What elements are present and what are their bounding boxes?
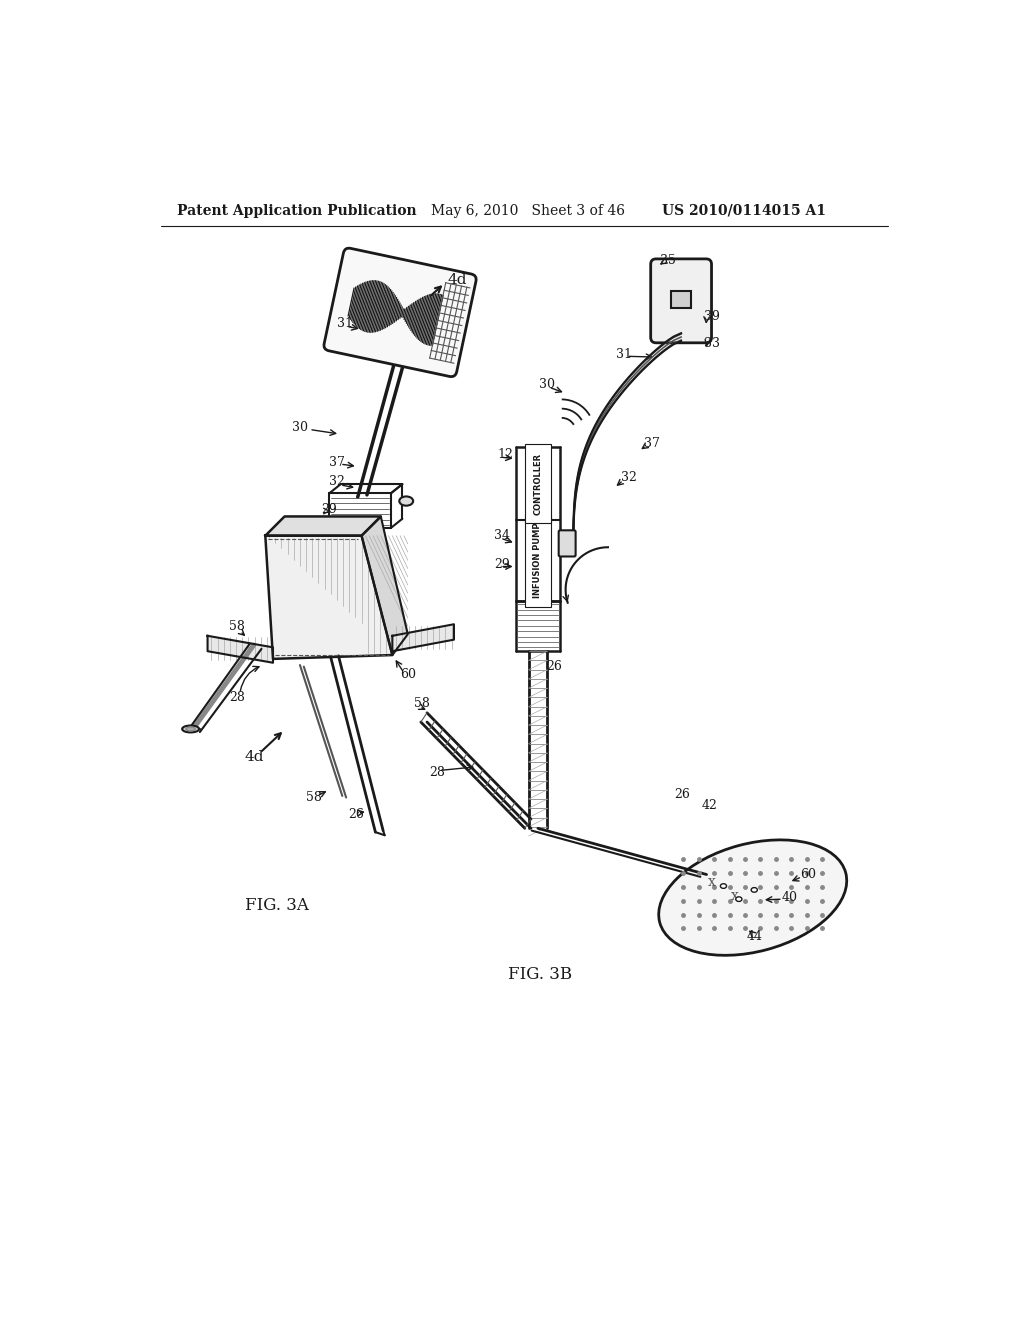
Text: 26: 26 bbox=[674, 788, 690, 801]
Text: Patent Application Publication: Patent Application Publication bbox=[177, 203, 417, 218]
FancyBboxPatch shape bbox=[559, 531, 575, 557]
Text: 32: 32 bbox=[621, 471, 637, 484]
Text: US 2010/0114015 A1: US 2010/0114015 A1 bbox=[662, 203, 826, 218]
Text: 34: 34 bbox=[494, 529, 510, 543]
Text: 12: 12 bbox=[497, 449, 513, 462]
Text: 58: 58 bbox=[306, 791, 322, 804]
Polygon shape bbox=[265, 536, 392, 659]
Text: 58: 58 bbox=[229, 620, 245, 634]
Text: 28: 28 bbox=[429, 767, 445, 779]
Text: 37: 37 bbox=[644, 437, 660, 450]
Text: CONTROLLER: CONTROLLER bbox=[534, 453, 543, 515]
Text: May 6, 2010   Sheet 3 of 46: May 6, 2010 Sheet 3 of 46 bbox=[431, 203, 625, 218]
Text: 28: 28 bbox=[229, 690, 245, 704]
Ellipse shape bbox=[752, 887, 758, 892]
Polygon shape bbox=[265, 516, 381, 536]
Text: x: x bbox=[708, 875, 716, 890]
Text: INFUSION PUMP: INFUSION PUMP bbox=[534, 523, 543, 598]
Text: 32: 32 bbox=[330, 475, 345, 488]
Polygon shape bbox=[361, 516, 408, 655]
Text: FIG. 3A: FIG. 3A bbox=[245, 896, 308, 913]
Text: 40: 40 bbox=[781, 891, 798, 904]
FancyBboxPatch shape bbox=[671, 290, 691, 308]
Text: 26: 26 bbox=[547, 660, 562, 673]
Polygon shape bbox=[392, 624, 454, 651]
Ellipse shape bbox=[186, 727, 196, 731]
Text: 26: 26 bbox=[348, 808, 364, 821]
Text: 4d: 4d bbox=[245, 751, 264, 764]
Ellipse shape bbox=[399, 496, 413, 506]
Text: 4d: 4d bbox=[447, 273, 467, 286]
Text: 30: 30 bbox=[539, 378, 555, 391]
Text: 42: 42 bbox=[701, 799, 718, 812]
Text: 60: 60 bbox=[801, 869, 816, 880]
Text: 39: 39 bbox=[705, 310, 720, 323]
FancyBboxPatch shape bbox=[324, 248, 476, 376]
Text: 60: 60 bbox=[400, 668, 416, 681]
Ellipse shape bbox=[720, 884, 727, 888]
Text: 44: 44 bbox=[746, 929, 763, 942]
Text: 31: 31 bbox=[615, 348, 632, 362]
Ellipse shape bbox=[736, 896, 742, 902]
Text: 30: 30 bbox=[292, 421, 308, 434]
FancyBboxPatch shape bbox=[650, 259, 712, 343]
Text: x: x bbox=[731, 890, 739, 903]
Text: 29: 29 bbox=[494, 557, 510, 570]
Text: 29: 29 bbox=[322, 503, 337, 516]
Text: 35: 35 bbox=[660, 253, 676, 267]
Text: 58: 58 bbox=[414, 697, 430, 710]
Text: 31: 31 bbox=[337, 317, 353, 330]
Polygon shape bbox=[208, 636, 273, 663]
Text: 37: 37 bbox=[330, 455, 345, 469]
Text: FIG. 3B: FIG. 3B bbox=[508, 966, 572, 983]
Text: 33: 33 bbox=[705, 337, 720, 350]
Ellipse shape bbox=[658, 840, 847, 956]
Ellipse shape bbox=[182, 726, 199, 733]
